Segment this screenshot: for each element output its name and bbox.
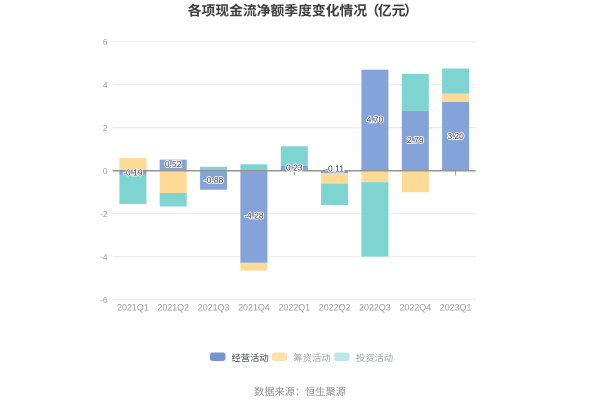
svg-text:-6: -6: [100, 295, 108, 305]
svg-text:0: 0: [103, 166, 108, 176]
svg-text:-0.19: -0.19: [123, 167, 143, 177]
svg-text:4: 4: [103, 80, 108, 90]
svg-text:3.20: 3.20: [447, 131, 464, 141]
svg-text:-0.11: -0.11: [325, 164, 344, 174]
svg-text:2022Q1: 2022Q1: [279, 302, 311, 312]
svg-text:2021Q2: 2021Q2: [157, 302, 189, 312]
svg-text:-0.88: -0.88: [204, 175, 224, 185]
svg-text:2022Q4: 2022Q4: [400, 302, 432, 312]
svg-text:2.79: 2.79: [407, 135, 424, 145]
svg-text:2: 2: [103, 123, 108, 133]
svg-text:2021Q1: 2021Q1: [117, 302, 149, 312]
svg-text:6: 6: [103, 37, 108, 47]
svg-text:-2: -2: [100, 209, 108, 219]
svg-text:2023Q1: 2023Q1: [440, 302, 472, 312]
svg-text:0.52: 0.52: [165, 159, 182, 169]
svg-text:2022Q2: 2022Q2: [319, 302, 351, 312]
svg-text:2021Q3: 2021Q3: [198, 302, 230, 312]
svg-text:-4: -4: [100, 252, 108, 262]
svg-text:0.23: 0.23: [286, 163, 303, 173]
svg-text:2022Q3: 2022Q3: [359, 302, 391, 312]
svg-text:2021Q4: 2021Q4: [238, 302, 270, 312]
svg-text:4.70: 4.70: [367, 114, 384, 124]
svg-text:-4.28: -4.28: [244, 210, 264, 220]
